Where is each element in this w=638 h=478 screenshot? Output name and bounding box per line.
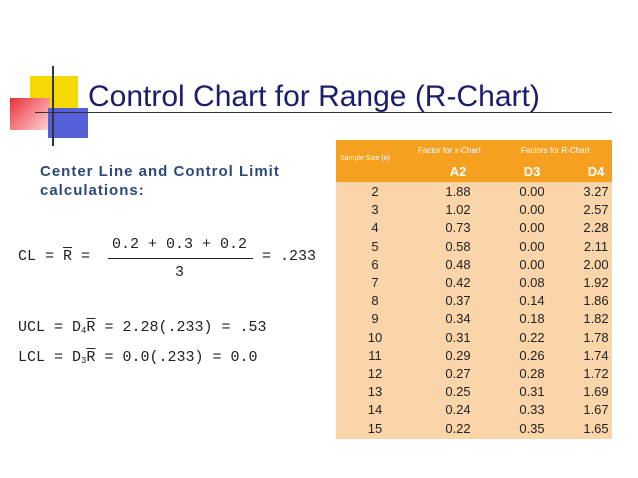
table-cell: 14 bbox=[367, 402, 383, 418]
table-cell: 1.67 bbox=[583, 402, 609, 418]
header-cell: Factor for x-Chart bbox=[418, 146, 481, 155]
table-cell: 0.31 bbox=[445, 329, 471, 345]
table-cell: 0.00 bbox=[519, 202, 545, 218]
table-cell: 0.00 bbox=[519, 184, 545, 199]
table-cell: 1.02 bbox=[445, 202, 471, 218]
table-cell: 1.88 bbox=[445, 184, 471, 199]
table-cell: 15 bbox=[367, 420, 383, 436]
deco-vline bbox=[52, 66, 54, 146]
table-cell: 6 bbox=[371, 256, 379, 272]
table-cell: 0.00 bbox=[519, 256, 545, 272]
table-cell: 0.22 bbox=[445, 420, 471, 436]
denominator: 3 bbox=[175, 264, 185, 281]
table-cell: 0.25 bbox=[445, 384, 471, 400]
table-cell: 0.73 bbox=[445, 220, 471, 236]
text: R bbox=[63, 248, 73, 265]
table-cell: 12 bbox=[367, 366, 383, 381]
table-cell: 7 bbox=[371, 275, 379, 290]
table-cell: 3 bbox=[371, 202, 379, 218]
text: UCL = D bbox=[18, 319, 82, 336]
subtitle: calculations: bbox=[40, 182, 145, 199]
table-cell: 13 bbox=[367, 384, 383, 400]
table-cell: 1.78 bbox=[583, 329, 609, 345]
table-cell: 0.48 bbox=[445, 256, 471, 272]
table-cell: 0.31 bbox=[519, 384, 545, 400]
table-cell: 0.00 bbox=[519, 238, 545, 254]
text: LCL = D bbox=[18, 349, 82, 366]
text: 3 bbox=[81, 356, 87, 366]
table-cell: 2.28 bbox=[583, 220, 609, 236]
deco-blue bbox=[48, 108, 88, 138]
table-cell: 2 bbox=[371, 184, 379, 199]
table-cell: 2.00 bbox=[583, 256, 609, 272]
numerator: 0.2 + 0.3 + 0.2 bbox=[112, 236, 248, 253]
table-cell: 3.27 bbox=[583, 184, 609, 199]
table-cell: 0.33 bbox=[519, 402, 545, 418]
text: R bbox=[86, 319, 96, 336]
table-cell: A2 bbox=[449, 164, 467, 179]
text: = 0.0(.233) = 0.0 bbox=[95, 349, 258, 366]
table-cell: 0.14 bbox=[519, 293, 545, 309]
table-cell: 0.34 bbox=[445, 311, 471, 327]
table-cell: 1.69 bbox=[583, 384, 609, 400]
table-cell: 0.24 bbox=[445, 402, 471, 418]
table-cell: 2.11 bbox=[583, 238, 609, 254]
table-cell: 1.86 bbox=[583, 293, 609, 309]
header-cell: Sample Size (n) bbox=[340, 155, 390, 162]
text: R bbox=[86, 349, 96, 366]
table-cell: 0.28 bbox=[519, 366, 545, 381]
table-cell: 0.42 bbox=[445, 275, 471, 290]
text: CL = bbox=[18, 248, 64, 265]
table-cell: 9 bbox=[371, 311, 379, 327]
factor-table: Sample Size (n) Factor for x-Chart Facto… bbox=[336, 140, 612, 439]
table-cell: 0.22 bbox=[519, 329, 545, 345]
result: = .233 bbox=[262, 248, 317, 265]
table-cell: 0.26 bbox=[519, 347, 545, 363]
table-cell: 0.29 bbox=[445, 347, 471, 363]
table-cell: 1.72 bbox=[583, 366, 609, 381]
table-cell: D4 bbox=[587, 164, 605, 179]
table-cell: 1.74 bbox=[583, 347, 609, 363]
table-cell: 2.57 bbox=[583, 202, 609, 218]
table-cell: 8 bbox=[371, 293, 379, 309]
table-cell: 0.35 bbox=[519, 420, 545, 436]
deco-red bbox=[10, 98, 50, 130]
table-cell: 1.82 bbox=[583, 311, 609, 327]
formula-ucl: UCL = D4R = 2.28(.233) = .53 bbox=[18, 319, 266, 336]
table-cell: 0.08 bbox=[519, 275, 545, 290]
table-cell: 1.65 bbox=[583, 420, 609, 436]
text: = bbox=[72, 248, 91, 265]
title: Control Chart for Range (R-Chart) bbox=[88, 80, 540, 113]
subtitle: Center Line and Control Limit bbox=[40, 163, 280, 180]
table-cell: 0.00 bbox=[519, 220, 545, 236]
text: 4 bbox=[81, 326, 87, 336]
text: = 2.28(.233) = .53 bbox=[95, 319, 267, 336]
table-cell: 10 bbox=[367, 329, 383, 345]
table-cell: 0.27 bbox=[445, 366, 471, 381]
table-header bbox=[336, 140, 612, 182]
formula-lcl: LCL = D3R = 0.0(.233) = 0.0 bbox=[18, 349, 257, 366]
formula-cl: CL = R = bbox=[18, 248, 90, 265]
table-cell: 4 bbox=[371, 220, 379, 236]
table-cell: 5 bbox=[371, 238, 379, 254]
table-cell: 0.58 bbox=[445, 238, 471, 254]
table-cell: 1.92 bbox=[583, 275, 609, 290]
title-rule bbox=[35, 112, 612, 113]
table-cell: 0.18 bbox=[519, 311, 545, 327]
table-cell: 0.37 bbox=[445, 293, 471, 309]
table-cell: 11 bbox=[368, 347, 382, 363]
header-cell: Factors for R-Chart bbox=[521, 146, 590, 155]
table-cell: D3 bbox=[523, 164, 541, 179]
fraction-bar bbox=[108, 258, 253, 259]
